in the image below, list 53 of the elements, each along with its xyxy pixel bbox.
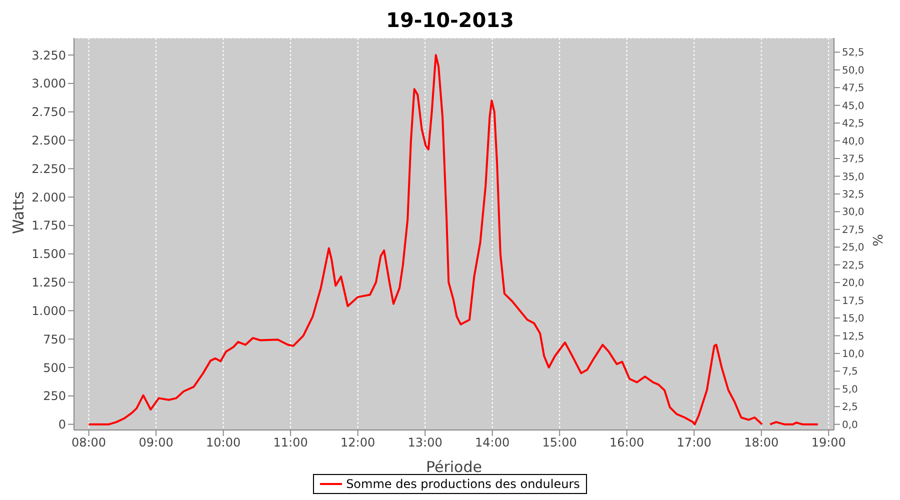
y2-tick-label: 37,5 xyxy=(842,154,864,166)
y2-tick-label: 50,0 xyxy=(842,65,864,76)
chart-title: 19-10-2013 xyxy=(385,8,515,34)
y2-tick-label: 7,5 xyxy=(842,366,858,378)
y2-tick-label: 52,5 xyxy=(842,48,864,59)
y2-tick-label: 17,5 xyxy=(842,296,864,307)
x-tick-label: 18:00 xyxy=(744,436,779,450)
y2-tick-label: 12,5 xyxy=(842,331,864,342)
y2-tick-label: 5,0 xyxy=(842,384,858,396)
y-tick-label: 1.500 xyxy=(32,247,66,262)
y-tick-label: 1.750 xyxy=(32,218,66,233)
y-tick-label: 750 xyxy=(43,332,66,346)
x-tick-label: 17:00 xyxy=(676,436,712,450)
y2-tick-label: 0,0 xyxy=(842,420,858,431)
y2-tick-label: 30,0 xyxy=(842,207,864,218)
y-tick-label: 2.750 xyxy=(32,105,66,120)
y2-tick-label: 27,5 xyxy=(842,224,864,236)
x-tick-label: 10:00 xyxy=(206,436,241,450)
y-tick-label: 1.250 xyxy=(32,276,66,290)
y2-tick-label: 40,0 xyxy=(842,136,864,148)
x-tick-label: 16:00 xyxy=(610,436,644,450)
y2-tick-label: 45,0 xyxy=(842,100,864,112)
y2-tick-label: 25,0 xyxy=(842,242,864,254)
y-axis-title: Watts xyxy=(9,191,28,234)
y-tick-label: 0 xyxy=(58,418,66,432)
y-tick-label: 250 xyxy=(43,389,66,404)
y2-tick-label: 35,0 xyxy=(842,172,864,183)
x-tick-label: 13:00 xyxy=(408,436,442,450)
x-tick-label: 08:00 xyxy=(72,436,106,450)
x-tick-label: 15:00 xyxy=(542,436,577,450)
y-tick-label: 2.250 xyxy=(32,162,66,176)
y-tick-label: 1.000 xyxy=(32,304,66,318)
y2-tick-label: 10,0 xyxy=(842,348,864,360)
y2-tick-label: 15,0 xyxy=(842,314,864,325)
y2-tick-label: 42,5 xyxy=(842,118,864,130)
y2-tick-label: 32,5 xyxy=(842,190,864,200)
y2-axis-title: % xyxy=(872,234,887,246)
x-tick-label: 14:00 xyxy=(475,436,510,450)
y-tick-label: 500 xyxy=(43,360,66,375)
y-tick-label: 3.250 xyxy=(32,48,66,62)
y-tick-label: 2.000 xyxy=(32,190,66,204)
y2-tick-label: 20,0 xyxy=(842,278,864,290)
y2-tick-label: 2,5 xyxy=(842,402,858,414)
x-tick-label: 12:00 xyxy=(340,436,376,450)
y2-tick-label: 47,5 xyxy=(842,83,864,94)
x-axis-title: Période xyxy=(426,458,482,476)
y-tick-label: 3.000 xyxy=(32,76,66,91)
y2-tick-label: 22,5 xyxy=(842,260,864,272)
x-tick-label: 09:00 xyxy=(138,436,174,450)
legend-label: Somme des productions des onduleurs xyxy=(345,477,580,491)
x-tick-label: 19:00 xyxy=(811,436,846,450)
x-tick-label: 11:00 xyxy=(273,436,308,450)
y-tick-label: 2.500 xyxy=(32,134,66,148)
